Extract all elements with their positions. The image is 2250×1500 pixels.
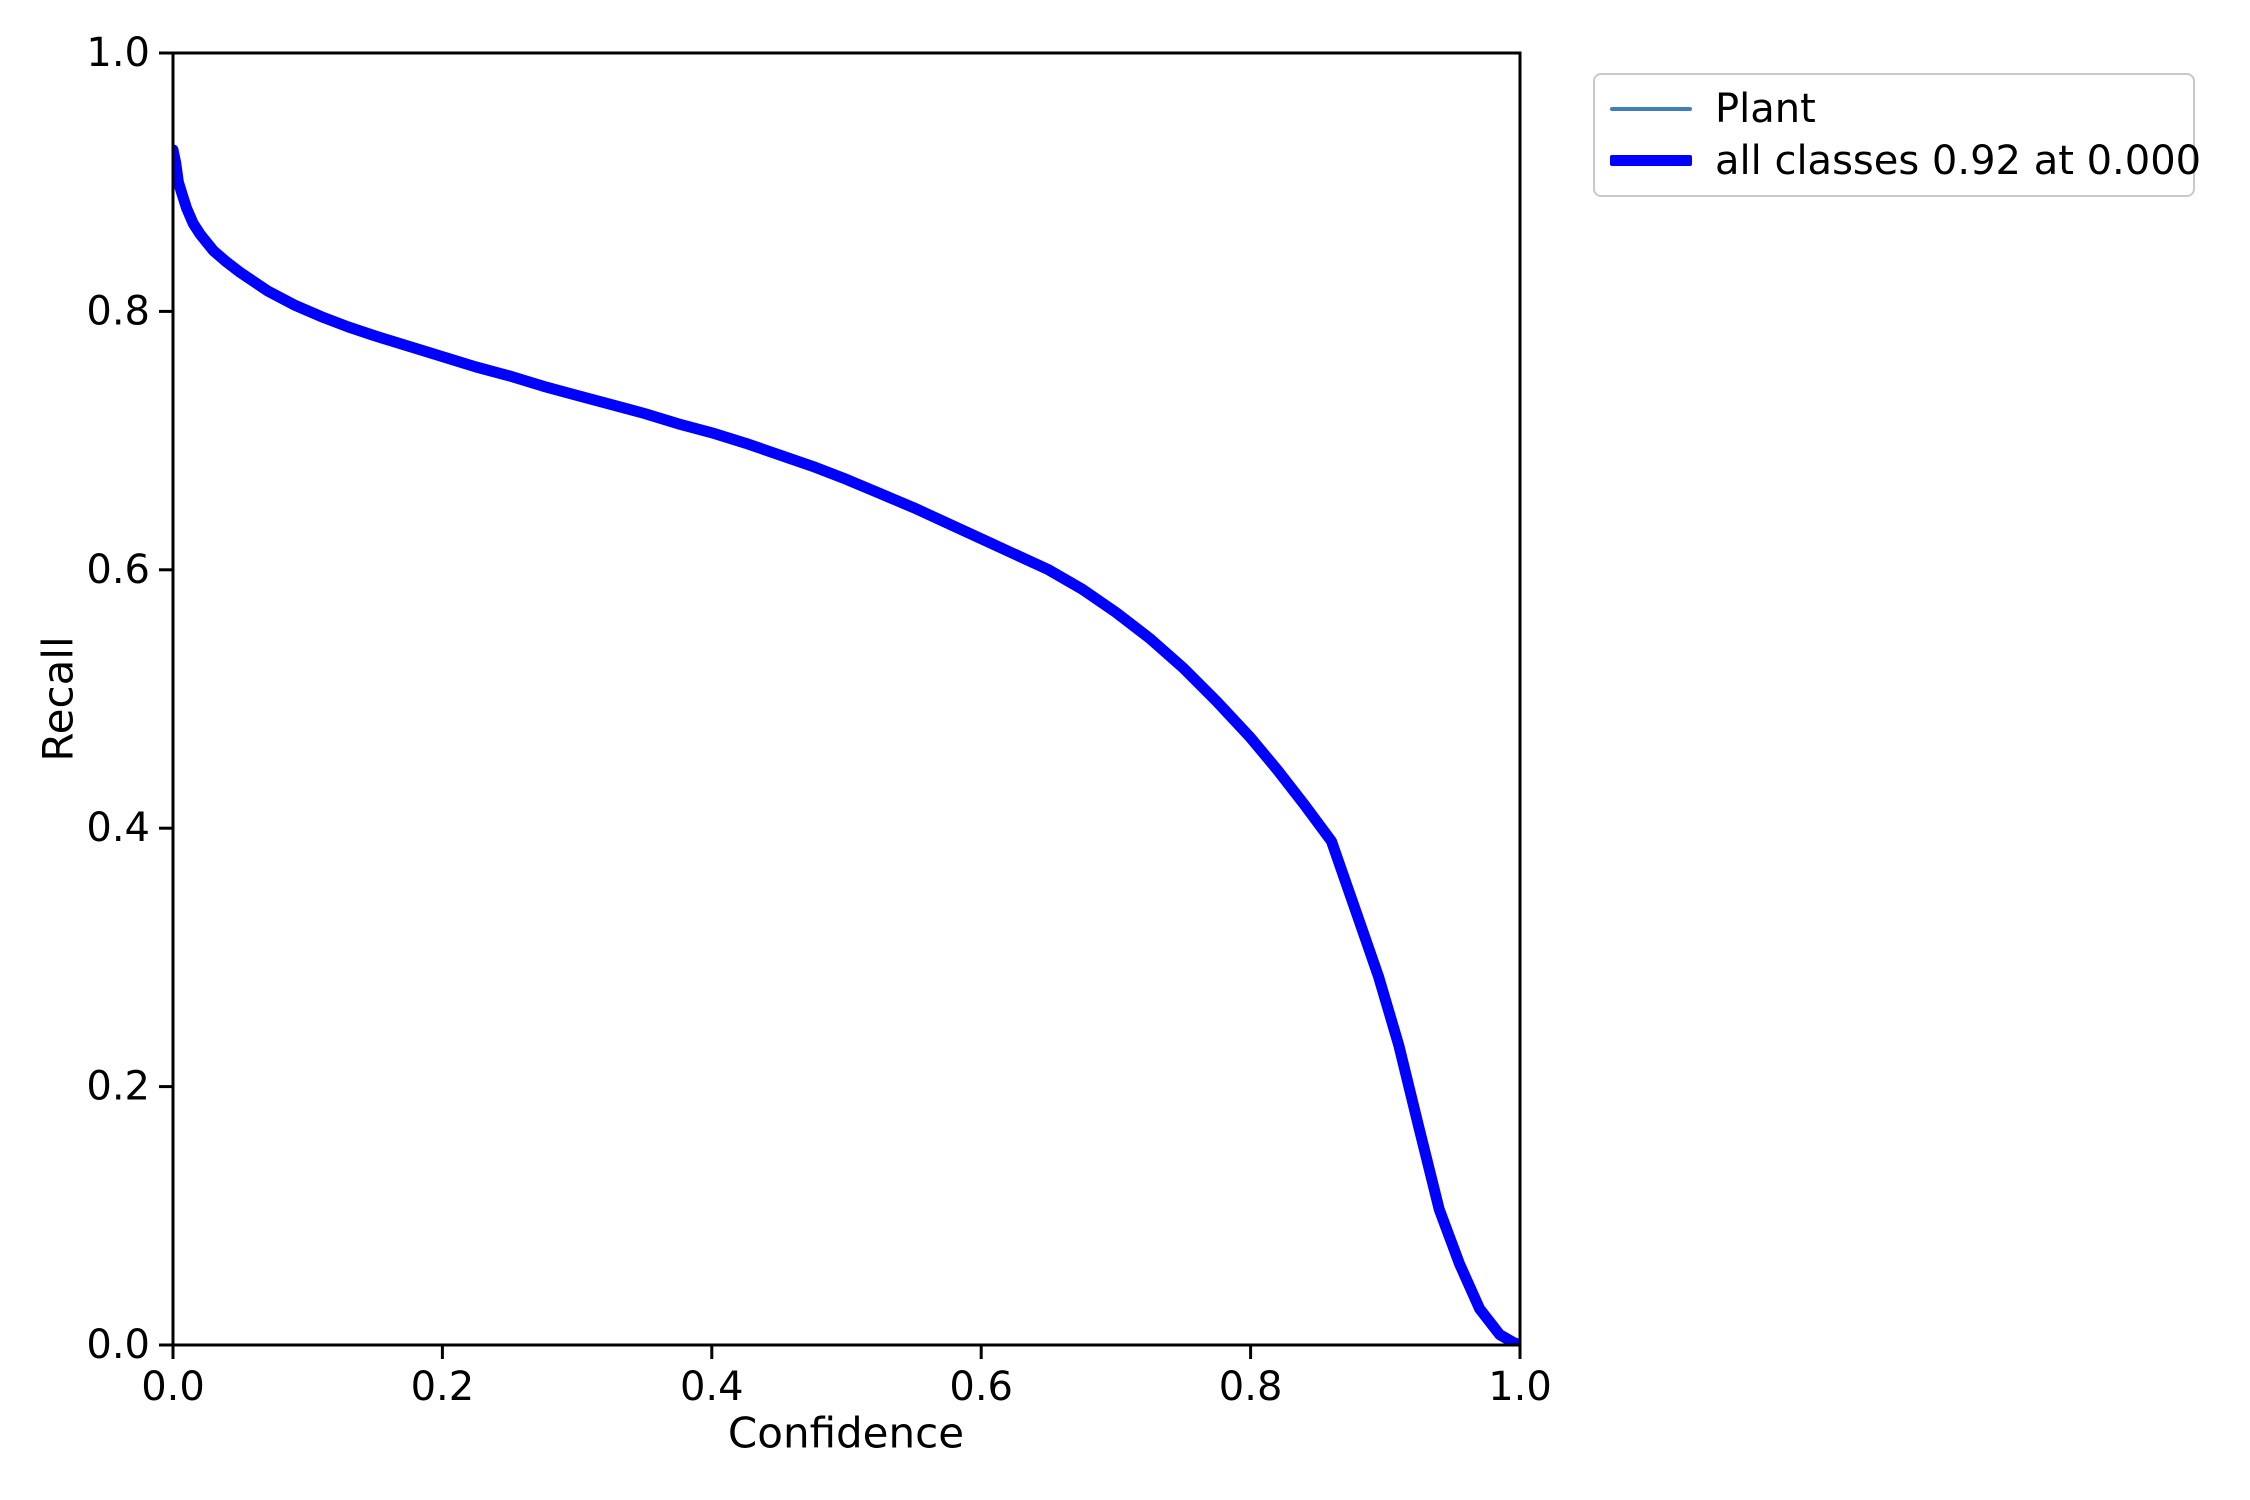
y-axis-label: Recall: [34, 636, 83, 761]
legend-label-plant: Plant: [1715, 86, 1816, 133]
plot-border: [171, 51, 1522, 1347]
y-tick-label-0.8: 0.8: [86, 288, 150, 334]
series-line-plant: [173, 148, 1520, 1345]
x-tick-label-0.2: 0.2: [411, 1364, 475, 1410]
series-line-all-classes-0-92-at-0-000: [173, 144, 1520, 1345]
x-tick-label-1.0: 1.0: [1488, 1364, 1552, 1410]
legend-line-sample-plant: [1610, 107, 1692, 112]
plot-axes-group: 0.0 0.2 0.4 0.6 0.8 1.0 0.0 0.2 0.4 0.6 0.8 1.0: [86, 30, 1551, 1410]
legend-entry-all-classes: all classes 0.92 at 0.000: [1595, 136, 2201, 186]
y-tick-label-0.4: 0.4: [86, 805, 150, 851]
legend-entry-plant: Plant: [1595, 84, 2193, 134]
y-tick-label-0.2: 0.2: [86, 1064, 150, 1110]
x-axis-label: Confidence: [728, 1409, 964, 1458]
series-group: [173, 144, 1520, 1345]
y-tick-label-0.0: 0.0: [86, 1322, 150, 1368]
x-tick-label-0.8: 0.8: [1219, 1364, 1283, 1410]
x-tick-label-0.4: 0.4: [680, 1364, 744, 1410]
y-tick-label-0.6: 0.6: [86, 547, 150, 593]
legend-line-sample-all-classes: [1610, 155, 1692, 167]
legend-label-all-classes: all classes 0.92 at 0.000: [1715, 137, 2202, 184]
x-tick-label-0.6: 0.6: [949, 1364, 1013, 1410]
legend-box: Plant all classes 0.92 at 0.000: [1593, 73, 2201, 197]
y-tick-label-1.0: 1.0: [86, 30, 150, 76]
x-tick-label-0.0: 0.0: [141, 1364, 205, 1410]
